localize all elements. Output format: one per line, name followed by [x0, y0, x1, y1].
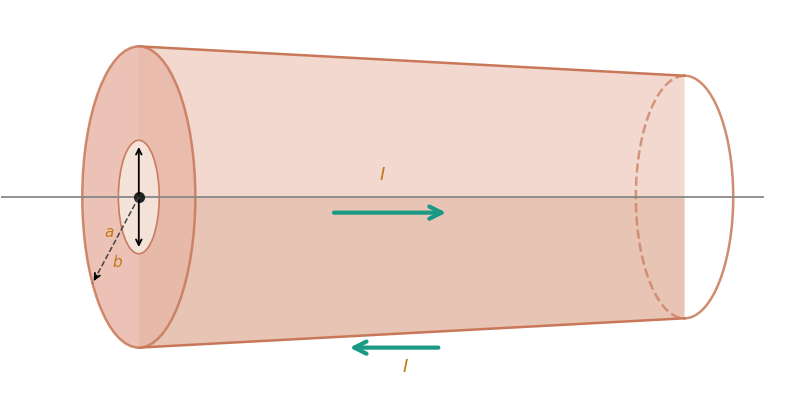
- Polygon shape: [139, 197, 685, 348]
- Ellipse shape: [82, 46, 195, 348]
- Text: $b$: $b$: [112, 254, 123, 270]
- Ellipse shape: [118, 140, 159, 254]
- Text: $I$: $I$: [379, 167, 385, 184]
- Text: $a$: $a$: [104, 225, 114, 240]
- Text: $I$: $I$: [403, 358, 409, 376]
- Polygon shape: [139, 46, 685, 348]
